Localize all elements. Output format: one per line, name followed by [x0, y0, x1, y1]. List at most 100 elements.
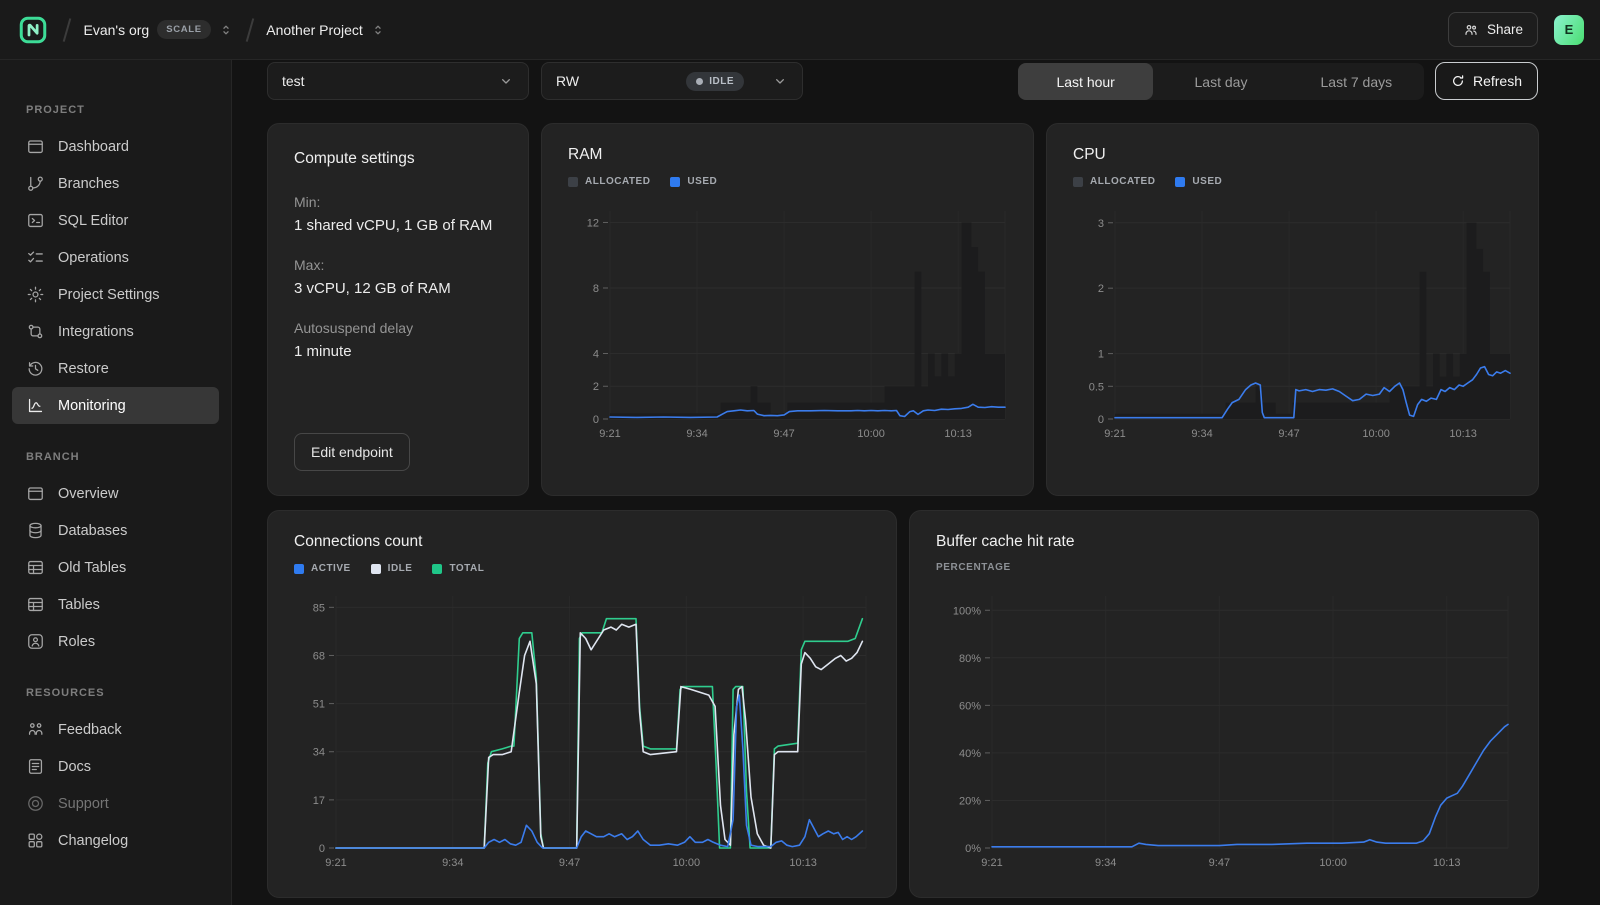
changelog-icon: [28, 833, 43, 848]
neon-logo[interactable]: [16, 13, 50, 47]
edit-endpoint-button[interactable]: Edit endpoint: [294, 433, 410, 471]
cpu-chart-legend: ALLOCATED USED: [1073, 175, 1512, 188]
sidebar-item-label: Old Tables: [58, 559, 127, 576]
refresh-button[interactable]: Refresh: [1435, 62, 1538, 100]
breadcrumb-separator: [62, 17, 71, 42]
project-selector-icon: [375, 25, 381, 34]
sidebar-item-label: Changelog: [58, 832, 129, 849]
integrations-icon: [28, 324, 43, 339]
sidebar-item-label: Roles: [58, 633, 96, 650]
y-tick-label: 0%: [965, 843, 981, 855]
legend-item-allocated: ALLOCATED: [1073, 176, 1155, 187]
share-button[interactable]: Share: [1447, 12, 1538, 47]
time-range-tab-last-day[interactable]: Last day: [1153, 63, 1288, 100]
sidebar-item-label: Project Settings: [58, 286, 160, 303]
compute-autosuspend-label: Autosuspend delay: [294, 320, 414, 336]
x-tick-label: 9:47: [559, 857, 580, 869]
databases-icon: [29, 522, 42, 539]
y-tick-label: 34: [313, 747, 325, 759]
refresh-icon: [1453, 75, 1464, 86]
ram-chart-title: RAM: [568, 146, 603, 163]
y-tick-label: 3: [1098, 218, 1104, 230]
y-tick-label: 85: [313, 602, 325, 614]
time-range-tab-last-hour[interactable]: Last hour: [1018, 63, 1154, 100]
sidebar-item-label: Feedback: [58, 721, 122, 738]
sidebar-item-label: SQL Editor: [58, 212, 129, 229]
share-people-icon: [1465, 24, 1477, 35]
share-label: Share: [1486, 22, 1523, 37]
operations-icon: [28, 251, 43, 263]
sidebar-item-label: Overview: [58, 485, 119, 502]
avatar[interactable]: E: [1554, 14, 1584, 45]
x-tick-label: 9:34: [1095, 857, 1116, 869]
sidebar-section-label: RESOURCES: [26, 687, 105, 699]
sidebar-item-changelog[interactable]: Changelog: [12, 822, 219, 859]
main-content: test RW IDLE Last hour Last day Last 7 day…: [232, 60, 1600, 905]
sidebar-item-monitoring[interactable]: Monitoring: [12, 387, 219, 424]
y-tick-label: 2: [593, 381, 599, 393]
compute-settings-card: Compute settings Min: 1 shared vCPU, 1 G…: [267, 123, 529, 496]
x-tick-label: 10:00: [1362, 428, 1390, 440]
sidebar-item-branches[interactable]: Branches: [12, 165, 219, 202]
legend-swatch: [370, 563, 381, 574]
endpoint-select[interactable]: RW IDLE: [541, 62, 803, 100]
sidebar-item-operations[interactable]: Operations: [12, 239, 219, 276]
legend-swatch: [670, 176, 681, 187]
sidebar-item-project-settings[interactable]: Project Settings: [12, 276, 219, 313]
y-tick-label: 100%: [953, 605, 981, 617]
sidebar-section-label: PROJECT: [26, 104, 85, 116]
sidebar-item-label: Docs: [58, 758, 92, 775]
sidebar-item-label: Tables: [58, 596, 100, 613]
roles-icon: [28, 634, 43, 649]
hit-rate-line: [991, 723, 1509, 848]
legend-label: TOTAL: [449, 563, 485, 574]
docs-icon: [28, 759, 43, 774]
sidebar-item-label: Branches: [58, 175, 120, 192]
legend-item-used: USED: [1175, 176, 1222, 187]
sidebar-item-roles[interactable]: Roles: [12, 623, 219, 660]
legend-swatch: [568, 176, 578, 187]
restore-icon: [28, 361, 43, 376]
legend-swatch: [1073, 176, 1083, 187]
legend-label: USED: [1192, 176, 1223, 187]
sidebar-item-sql-editor[interactable]: SQL Editor: [12, 202, 219, 239]
sidebar-item-support[interactable]: Support: [12, 785, 219, 822]
chevron-down-icon: [502, 79, 510, 84]
y-tick-label: 51: [313, 699, 325, 711]
endpoint-status-text: IDLE: [709, 75, 734, 87]
monitoring-icon: [28, 398, 43, 413]
sidebar-item-feedback[interactable]: Feedback: [12, 711, 219, 748]
buffer-cache-chart-title: Buffer cache hit rate: [936, 533, 1075, 550]
allocated-area: [1115, 222, 1510, 419]
sidebar-item-dashboard[interactable]: Dashboard: [12, 128, 219, 165]
x-tick-label: 9:34: [442, 857, 463, 869]
y-tick-label: 12: [587, 217, 599, 229]
org-switcher[interactable]: Evan's org SCALE: [84, 20, 233, 39]
legend-label: USED: [687, 176, 718, 187]
org-plan-badge: SCALE: [157, 20, 211, 39]
sidebar-item-label: Databases: [58, 522, 128, 539]
sidebar-item-integrations[interactable]: Integrations: [12, 313, 219, 350]
x-tick-label: 9:47: [773, 428, 794, 440]
sidebar-item-docs[interactable]: Docs: [12, 748, 219, 785]
total-line: [335, 617, 864, 849]
compute-min-value: 1 shared vCPU, 1 GB of RAM: [294, 217, 493, 234]
y-tick-label: 1: [1098, 349, 1104, 361]
branch-select[interactable]: test: [267, 62, 529, 100]
neon-logo-icon: [19, 16, 47, 43]
table-icon: [28, 560, 43, 575]
y-tick-label: 68: [313, 650, 325, 662]
sidebar-item-old-tables[interactable]: Old Tables: [12, 549, 219, 586]
sidebar-item-databases[interactable]: Databases: [12, 512, 219, 549]
compute-max-value: 3 vCPU, 12 GB of RAM: [294, 280, 451, 297]
sidebar-item-overview[interactable]: Overview: [12, 475, 219, 512]
compute-autosuspend-value: 1 minute: [294, 343, 352, 360]
sidebar-section: RESOURCES Feedback Docs Support Changelog: [0, 687, 231, 859]
time-range-tab-last-7-days[interactable]: Last 7 days: [1289, 63, 1424, 100]
sidebar-item-tables[interactable]: Tables: [12, 586, 219, 623]
buffer-cache-chart: 0% 20% 40% 60% 80% 100% 9:21 9:34 9:47 10:00 10:13: [953, 596, 1509, 869]
project-switcher[interactable]: Another Project: [266, 22, 385, 38]
sidebar-item-restore[interactable]: Restore: [12, 350, 219, 387]
y-tick-label: 0: [1098, 414, 1104, 426]
dashboard-icon: [28, 140, 43, 154]
